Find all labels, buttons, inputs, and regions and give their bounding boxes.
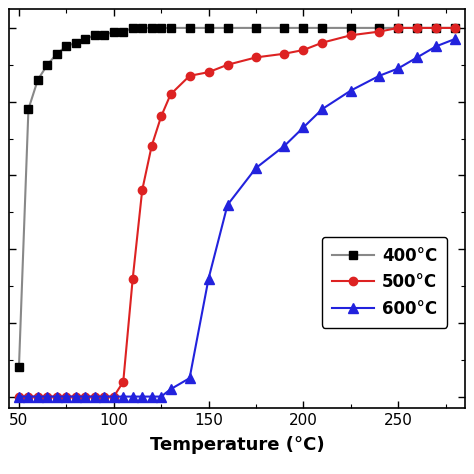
600°C [282, 143, 287, 149]
500°C [253, 55, 259, 60]
600°C [348, 88, 354, 93]
400°C [414, 25, 420, 31]
500°C [158, 114, 164, 119]
600°C [54, 394, 60, 400]
600°C [16, 394, 22, 400]
400°C [35, 77, 41, 82]
600°C [187, 375, 192, 381]
400°C [206, 25, 211, 31]
600°C [111, 394, 117, 400]
400°C [376, 25, 382, 31]
400°C [101, 32, 107, 38]
600°C [73, 394, 79, 400]
600°C [168, 386, 173, 392]
600°C [206, 276, 211, 282]
600°C [35, 394, 41, 400]
600°C [120, 394, 126, 400]
500°C [64, 394, 69, 400]
600°C [26, 394, 31, 400]
400°C [187, 25, 192, 31]
500°C [301, 47, 306, 53]
600°C [130, 394, 136, 400]
Line: 600°C: 600°C [14, 34, 460, 401]
400°C [158, 25, 164, 31]
600°C [139, 394, 145, 400]
500°C [187, 73, 192, 79]
500°C [101, 394, 107, 400]
600°C [225, 202, 230, 208]
400°C [433, 25, 439, 31]
400°C [395, 25, 401, 31]
600°C [319, 106, 325, 112]
600°C [82, 394, 88, 400]
Legend: 400°C, 500°C, 600°C: 400°C, 500°C, 600°C [322, 237, 447, 328]
500°C [149, 143, 155, 149]
600°C [433, 44, 439, 49]
500°C [414, 25, 420, 31]
500°C [282, 51, 287, 56]
500°C [376, 29, 382, 35]
400°C [452, 25, 458, 31]
500°C [45, 394, 50, 400]
400°C [348, 25, 354, 31]
500°C [395, 25, 401, 31]
600°C [101, 394, 107, 400]
600°C [376, 73, 382, 79]
500°C [111, 394, 117, 400]
400°C [130, 25, 136, 31]
500°C [35, 394, 41, 400]
500°C [206, 69, 211, 75]
500°C [54, 394, 60, 400]
Line: 500°C: 500°C [15, 24, 459, 401]
400°C [45, 62, 50, 68]
500°C [319, 40, 325, 46]
400°C [26, 106, 31, 112]
600°C [92, 394, 98, 400]
500°C [452, 25, 458, 31]
500°C [26, 394, 31, 400]
600°C [45, 394, 50, 400]
600°C [395, 65, 401, 71]
400°C [111, 29, 117, 35]
400°C [120, 29, 126, 35]
400°C [282, 25, 287, 31]
400°C [225, 25, 230, 31]
500°C [433, 25, 439, 31]
600°C [301, 125, 306, 130]
500°C [168, 91, 173, 97]
400°C [301, 25, 306, 31]
500°C [16, 394, 22, 400]
Line: 400°C: 400°C [15, 24, 459, 371]
400°C [168, 25, 173, 31]
400°C [54, 51, 60, 56]
400°C [82, 36, 88, 42]
400°C [253, 25, 259, 31]
400°C [319, 25, 325, 31]
400°C [149, 25, 155, 31]
500°C [139, 187, 145, 193]
500°C [82, 394, 88, 400]
400°C [139, 25, 145, 31]
600°C [452, 36, 458, 42]
400°C [16, 364, 22, 370]
600°C [158, 394, 164, 400]
600°C [149, 394, 155, 400]
500°C [120, 379, 126, 385]
X-axis label: Temperature (°C): Temperature (°C) [150, 436, 324, 454]
600°C [253, 165, 259, 171]
500°C [73, 394, 79, 400]
400°C [64, 44, 69, 49]
600°C [414, 55, 420, 60]
500°C [348, 32, 354, 38]
500°C [225, 62, 230, 68]
400°C [92, 32, 98, 38]
500°C [130, 276, 136, 282]
500°C [92, 394, 98, 400]
400°C [73, 40, 79, 46]
600°C [64, 394, 69, 400]
